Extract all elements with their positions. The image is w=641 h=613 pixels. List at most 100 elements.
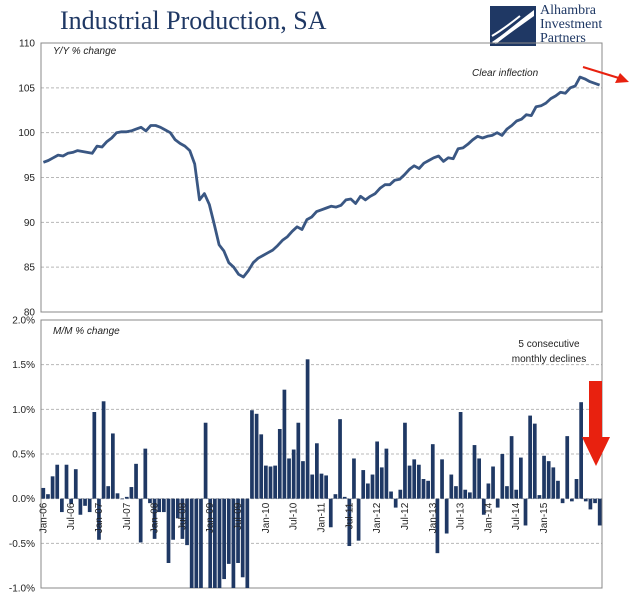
bar-mm-56 bbox=[301, 461, 305, 499]
bar-mm-110 bbox=[551, 467, 556, 499]
bar-mm-88 bbox=[449, 474, 454, 499]
bar-mm-41 bbox=[231, 498, 236, 588]
bar-mm-80 bbox=[412, 459, 417, 499]
bar-mm-7 bbox=[73, 469, 78, 499]
bar-mm-51 bbox=[277, 428, 282, 499]
bar-mm-1 bbox=[46, 494, 50, 499]
bottom-tick-label-3: 0.5% bbox=[12, 450, 35, 461]
top-tick-label-100: 100 bbox=[18, 128, 35, 139]
x-tick-label-10: Jan-11 bbox=[317, 502, 328, 532]
bar-mm-84 bbox=[430, 444, 435, 499]
bar-mm-117 bbox=[583, 498, 588, 502]
bar-mm-16 bbox=[115, 493, 120, 499]
bar-mm-19 bbox=[129, 487, 134, 499]
bar-mm-95 bbox=[481, 498, 486, 515]
bar-mm-22 bbox=[143, 448, 148, 499]
logo-line3: Partners bbox=[540, 31, 586, 46]
bar-mm-14 bbox=[106, 486, 111, 499]
bar-mm-26 bbox=[162, 498, 166, 513]
bar-mm-11 bbox=[92, 412, 97, 499]
bar-mm-62 bbox=[328, 498, 333, 528]
declines-arrowhead-icon bbox=[582, 437, 610, 466]
bar-mm-58 bbox=[310, 474, 315, 499]
bar-mm-82 bbox=[421, 479, 426, 499]
bar-mm-3 bbox=[55, 464, 60, 499]
bar-mm-118 bbox=[588, 498, 593, 510]
bar-mm-111 bbox=[556, 480, 560, 499]
bar-mm-54 bbox=[291, 449, 296, 499]
bar-mm-13 bbox=[101, 401, 106, 499]
bar-mm-114 bbox=[570, 498, 574, 502]
top-panel-label: Y/Y % change bbox=[53, 46, 117, 57]
bar-mm-72 bbox=[375, 441, 379, 499]
bar-mm-31 bbox=[185, 498, 189, 546]
x-tick-label-13: Jul-12 bbox=[400, 502, 411, 530]
bottom-tick-label-4: 1.0% bbox=[12, 405, 35, 416]
bar-mm-42 bbox=[236, 498, 240, 563]
inflection-arrow-icon bbox=[582, 65, 623, 81]
bar-mm-79 bbox=[407, 465, 412, 499]
x-tick-label-16: Jan-14 bbox=[483, 502, 494, 533]
bar-mm-32 bbox=[189, 498, 194, 588]
bar-mm-44 bbox=[245, 498, 250, 588]
bar-mm-108 bbox=[542, 455, 546, 499]
logo-line1: Alhambra bbox=[540, 3, 596, 18]
bar-mm-86 bbox=[440, 459, 444, 499]
bar-mm-2 bbox=[50, 476, 55, 499]
bar-mm-5 bbox=[64, 464, 69, 499]
bar-mm-12 bbox=[97, 498, 101, 540]
bar-mm-34 bbox=[199, 498, 203, 588]
bottom-tick-label-5: 1.5% bbox=[12, 360, 35, 371]
x-tick-label-17: Jul-14 bbox=[511, 502, 522, 530]
x-tick-label-15: Jul-13 bbox=[456, 502, 467, 530]
bar-mm-57 bbox=[305, 359, 310, 499]
bar-mm-37 bbox=[213, 498, 217, 588]
bottom-plot-frame bbox=[40, 319, 603, 589]
top-tick-label-85: 85 bbox=[24, 263, 36, 274]
bar-mm-35 bbox=[203, 422, 208, 499]
bar-mm-102 bbox=[514, 489, 519, 499]
bar-mm-107 bbox=[537, 495, 542, 499]
bar-mm-99 bbox=[500, 454, 505, 499]
bar-mm-23 bbox=[148, 498, 152, 504]
x-tick-label-4: Jan-08 bbox=[150, 502, 161, 533]
bar-mm-33 bbox=[194, 498, 199, 588]
bar-mm-43 bbox=[240, 498, 245, 578]
bar-mm-93 bbox=[472, 445, 477, 499]
bar-mm-6 bbox=[69, 498, 73, 505]
bar-mm-112 bbox=[560, 498, 565, 504]
bar-mm-40 bbox=[226, 498, 231, 564]
bar-mm-64 bbox=[338, 419, 342, 499]
x-tick-label-11: Jul-11 bbox=[344, 502, 355, 529]
bar-mm-20 bbox=[134, 463, 138, 499]
bar-mm-71 bbox=[370, 474, 375, 499]
top-tick-label-95: 95 bbox=[24, 173, 36, 184]
bar-mm-89 bbox=[454, 486, 458, 499]
bottom-tick-label-1: -0.5% bbox=[9, 539, 35, 550]
bar-mm-68 bbox=[356, 498, 361, 541]
bar-mm-76 bbox=[393, 498, 398, 508]
bar-mm-21 bbox=[138, 498, 143, 543]
x-tick-label-14: Jan-13 bbox=[428, 502, 439, 533]
bar-mm-15 bbox=[111, 433, 115, 499]
bar-mm-119 bbox=[593, 498, 597, 504]
x-tick-label-1: Jul-06 bbox=[66, 502, 77, 530]
bar-mm-74 bbox=[384, 448, 389, 499]
bar-mm-45 bbox=[250, 410, 254, 499]
bar-mm-100 bbox=[505, 486, 509, 499]
bar-mm-4 bbox=[60, 498, 64, 513]
bar-mm-120 bbox=[597, 498, 602, 526]
bar-mm-50 bbox=[273, 465, 277, 499]
x-tick-label-12: Jan-12 bbox=[372, 502, 383, 533]
bar-mm-87 bbox=[444, 498, 449, 534]
bar-mm-9 bbox=[83, 498, 87, 506]
bar-mm-63 bbox=[333, 494, 338, 499]
bar-mm-52 bbox=[282, 389, 287, 499]
x-tick-label-5: Jul-08 bbox=[177, 502, 188, 530]
x-tick-label-6: Jan-09 bbox=[205, 502, 216, 533]
x-tick-label-18: Jan-15 bbox=[539, 502, 550, 533]
top-tick-label-105: 105 bbox=[18, 83, 35, 94]
x-tick-label-8: Jan-10 bbox=[261, 502, 272, 533]
bar-mm-10 bbox=[87, 498, 92, 513]
